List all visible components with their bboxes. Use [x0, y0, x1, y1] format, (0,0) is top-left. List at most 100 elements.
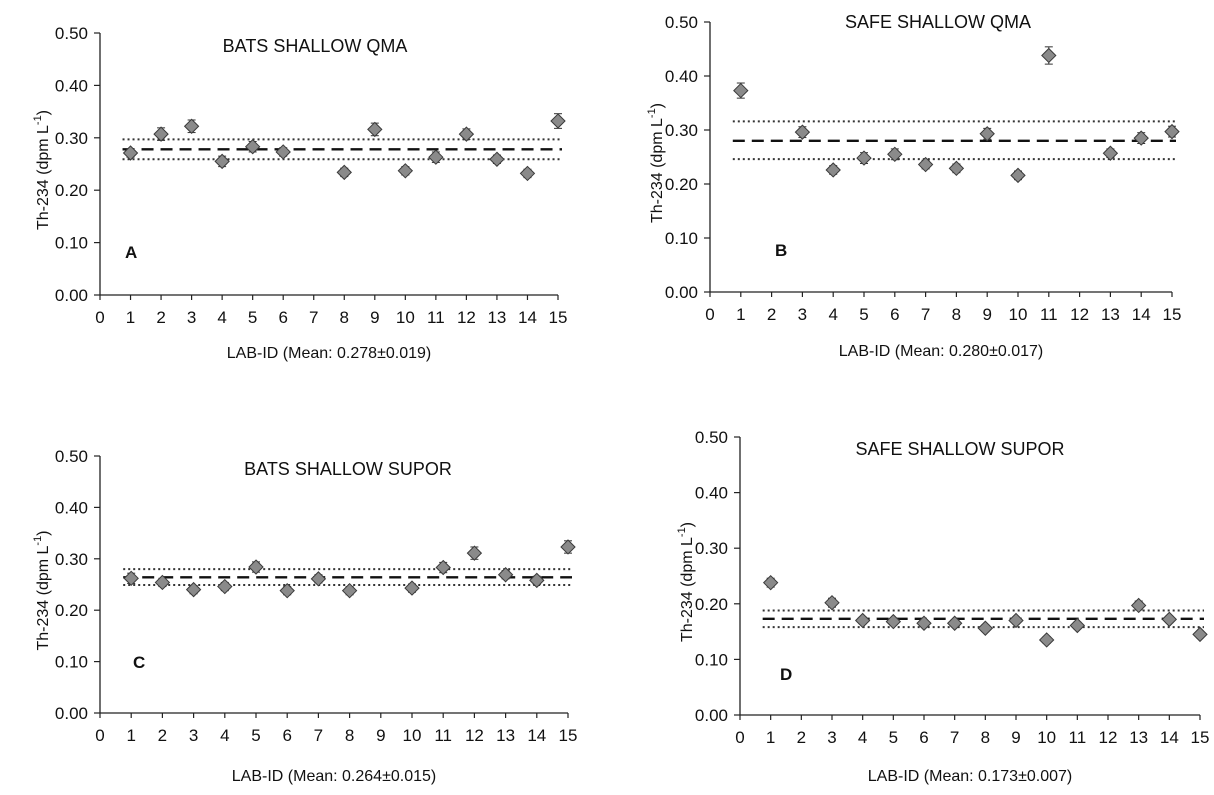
data-point-marker [466, 545, 483, 561]
x-tick-label: 12 [1070, 305, 1089, 324]
x-tick-label: 8 [952, 305, 961, 324]
x-tick-label: 13 [487, 308, 506, 327]
x-tick-label: 15 [1163, 305, 1182, 324]
chart-panel-b: 0.000.100.200.300.400.500 1 2 3 4 5 6 7 8 9 10 11 12… [646, 12, 1181, 360]
data-point-marker [489, 151, 505, 167]
data-point-marker [1069, 617, 1086, 634]
x-tick-label: 5 [251, 726, 260, 745]
y-tick-label: 0.10 [55, 653, 88, 672]
x-tick-label: 14 [527, 726, 546, 745]
x-axis-label: LAB-ID (Mean: 0.278±0.019) [227, 345, 431, 362]
x-tick-label: 3 [187, 308, 196, 327]
data-point-marker [310, 571, 327, 587]
x-tick-label: 13 [1129, 728, 1148, 747]
data-point-marker [1130, 597, 1147, 614]
data-point-marker [560, 539, 576, 555]
y-axis-label-close: ) [35, 530, 52, 535]
x-tick-label: 2 [797, 728, 806, 747]
x-tick-label: 8 [345, 726, 354, 745]
data-point-marker [367, 121, 383, 138]
x-tick-label: 0 [95, 726, 104, 745]
y-tick-label: 0.40 [55, 76, 88, 95]
x-tick-label: 9 [376, 726, 385, 745]
chart-title: SAFE SHALLOW QMA [845, 12, 1031, 32]
data-point-marker [854, 612, 871, 629]
y-axis-label-main: Th-234 (dpm L [649, 118, 666, 223]
x-axis-label: LAB-ID (Mean: 0.264±0.015) [232, 768, 436, 785]
data-point-marker [885, 613, 902, 630]
data-point-marker [948, 160, 965, 177]
x-tick-label: 1 [126, 726, 135, 745]
x-tick-label: 4 [828, 305, 837, 324]
x-tick-label: 12 [457, 308, 476, 327]
x-tick-label: 2 [156, 308, 165, 327]
x-tick-label: 10 [1009, 305, 1028, 324]
x-tick-label: 11 [1069, 728, 1087, 747]
y-tick-label: 0.20 [665, 175, 698, 194]
x-tick-label: 1 [766, 728, 775, 747]
data-point-marker [275, 144, 291, 160]
x-tick-label: 4 [217, 308, 226, 327]
y-axis-label-sup: -1 [646, 108, 658, 118]
y-axis-label-close: ) [649, 103, 666, 108]
panel-label: C [133, 653, 145, 672]
x-tick-label: 8 [340, 308, 349, 327]
chart-panel-a: 0.000.100.200.300.400.500 1 2 3 4 5 6 7 8 9 10 11 12… [32, 24, 567, 362]
data-point-marker [1041, 47, 1057, 64]
data-point-marker [917, 156, 934, 173]
x-tick-label: 13 [496, 726, 515, 745]
x-tick-label: 12 [1099, 728, 1118, 747]
y-tick-label: 0.40 [55, 498, 88, 517]
data-point-marker [279, 582, 295, 599]
x-axis-label: LAB-ID (Mean: 0.173±0.007) [868, 768, 1072, 785]
panel-label: B [775, 241, 787, 260]
y-axis-label-main: Th-234 (dpm L [35, 545, 52, 650]
data-point-marker [1192, 626, 1208, 643]
y-axis-label-main: Th-234 (dpm L [679, 537, 696, 642]
x-tick-label: 1 [126, 308, 135, 327]
chart-title: BATS SHALLOW SUPOR [244, 459, 452, 479]
x-tick-label: 5 [889, 728, 898, 747]
x-tick-label: 15 [559, 726, 578, 745]
data-point-marker [404, 580, 420, 596]
x-tick-label: 11 [427, 308, 445, 327]
data-point-marker [497, 567, 514, 583]
x-tick-label: 2 [158, 726, 167, 745]
y-tick-label: 0.30 [55, 550, 88, 569]
panel-label: D [780, 665, 792, 684]
x-tick-label: 15 [1191, 728, 1210, 747]
y-tick-label: 0.50 [695, 428, 728, 447]
x-tick-label: 9 [370, 308, 379, 327]
x-tick-label: 12 [465, 726, 484, 745]
data-point-marker [244, 139, 261, 155]
y-axis-label: Th-234 (dpm L-1) [32, 530, 52, 650]
x-tick-label: 7 [950, 728, 959, 747]
y-axis-label-sup: -1 [676, 527, 688, 537]
data-point-marker [762, 574, 779, 591]
data-point-marker [217, 578, 233, 595]
y-tick-label: 0.50 [55, 24, 88, 43]
x-tick-label: 4 [858, 728, 867, 747]
data-point-marker [123, 570, 139, 587]
x-tick-label: 6 [282, 726, 291, 745]
data-point-marker [185, 581, 202, 598]
y-tick-label: 0.20 [55, 601, 88, 620]
y-tick-label: 0.00 [665, 283, 698, 302]
y-tick-label: 0.40 [665, 67, 698, 86]
x-tick-label: 14 [1132, 305, 1151, 324]
y-tick-label: 0.00 [695, 706, 728, 725]
data-point-marker [824, 594, 840, 611]
x-tick-label: 4 [220, 726, 229, 745]
data-point-marker [1010, 167, 1026, 184]
data-point-marker [1102, 145, 1119, 161]
data-point-marker [519, 165, 536, 182]
y-tick-label: 0.10 [665, 229, 698, 248]
x-tick-label: 10 [403, 726, 422, 745]
data-point-marker [435, 559, 451, 576]
x-tick-label: 0 [705, 305, 714, 324]
chart-panel-d: 0.000.100.200.300.400.500 1 2 3 4 5 6 7 8 9 10 11 12… [676, 428, 1209, 785]
y-tick-label: 0.20 [695, 595, 728, 614]
x-tick-label: 9 [1011, 728, 1020, 747]
y-tick-label: 0.10 [695, 650, 728, 669]
